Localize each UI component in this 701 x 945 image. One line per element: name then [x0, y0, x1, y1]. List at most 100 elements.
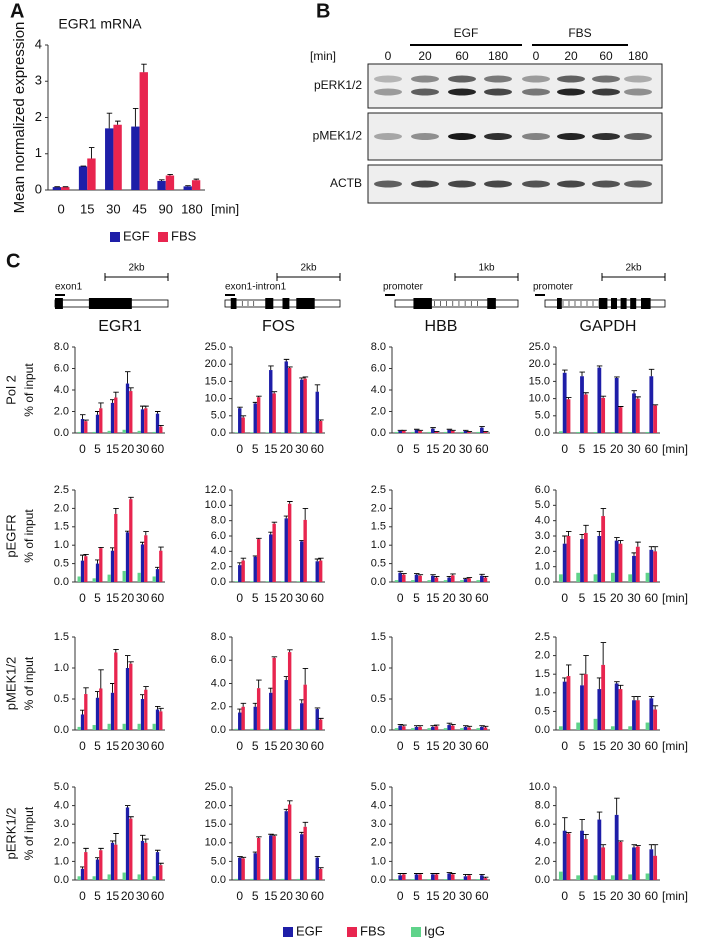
- error-bar: [125, 655, 131, 668]
- bar: [431, 428, 435, 433]
- bar: [61, 187, 70, 190]
- y-tick-label: 6.0: [535, 818, 550, 830]
- bar: [427, 728, 432, 730]
- x-tick-label: 15: [106, 591, 120, 605]
- panel-label: A: [10, 0, 24, 22]
- x-tick-label: 20: [121, 889, 135, 903]
- bar: [110, 550, 115, 582]
- x-tick-label: 20: [610, 739, 624, 753]
- y-tick-label: 1.0: [54, 855, 69, 867]
- bar: [144, 535, 148, 582]
- bar: [241, 417, 245, 433]
- bar: [152, 576, 156, 582]
- error-bar: [479, 873, 485, 876]
- bar: [284, 811, 288, 880]
- y-tick-label: 2: [35, 109, 42, 124]
- error-bar: [287, 501, 293, 504]
- bar: [287, 367, 292, 433]
- y-tick-label: 1: [35, 145, 42, 160]
- bar: [250, 581, 254, 582]
- error-bar: [314, 558, 321, 562]
- chart-title: FOS: [262, 318, 295, 335]
- x-tick-label: 15: [106, 739, 120, 753]
- error-bar: [631, 390, 637, 394]
- bar: [635, 546, 640, 582]
- error-bar: [652, 844, 659, 856]
- x-tick-label: 60: [475, 591, 489, 605]
- x-tick-label: 60: [645, 889, 659, 903]
- y-tick-label: 1.5: [54, 521, 69, 533]
- x-tick-label: 5: [94, 591, 101, 605]
- error-bar: [80, 554, 86, 561]
- error-bar: [237, 406, 243, 409]
- blot-band: [411, 180, 439, 188]
- x-tick-label: 5: [252, 442, 259, 456]
- bar: [140, 840, 145, 880]
- error-bar: [596, 811, 603, 820]
- error-bar: [466, 873, 473, 876]
- x-tick-label: 90: [159, 201, 173, 216]
- bar: [649, 698, 654, 730]
- error-bar: [579, 371, 585, 377]
- bar: [300, 379, 304, 433]
- bar: [414, 429, 419, 433]
- bar: [318, 719, 323, 730]
- x-tick-label: 15: [264, 739, 278, 753]
- scale-label: 2kb: [625, 263, 642, 274]
- bar: [614, 540, 619, 582]
- y-tick-label: 5.0: [211, 855, 226, 867]
- bar: [418, 430, 422, 433]
- error-bar: [88, 147, 95, 159]
- x-tick-label: 15: [426, 739, 440, 753]
- error-bar: [450, 429, 456, 431]
- x-tick-label: 180: [181, 201, 203, 216]
- bar: [125, 807, 130, 880]
- bar: [269, 835, 273, 880]
- region-mark: [535, 294, 545, 296]
- bar: [238, 712, 242, 730]
- bar: [610, 431, 615, 433]
- y-tick-label: 0.0: [54, 724, 69, 736]
- error-bar: [80, 414, 86, 420]
- bar: [92, 431, 96, 433]
- bar: [576, 722, 581, 730]
- bar: [447, 873, 451, 880]
- blot-band: [592, 180, 620, 188]
- error-bar: [479, 725, 485, 727]
- bar: [394, 580, 399, 582]
- x-tick-label: 20: [610, 442, 624, 456]
- bar: [107, 430, 111, 433]
- error-bar: [113, 391, 119, 398]
- error-bar: [446, 428, 453, 430]
- bar: [614, 814, 619, 880]
- y-tick-label: 5.0: [535, 410, 550, 422]
- y-tick-label: 1.5: [54, 631, 69, 643]
- bar: [303, 519, 307, 582]
- bar: [443, 728, 448, 730]
- bar: [450, 725, 455, 730]
- y-tick-label: 0.0: [211, 874, 226, 886]
- bar: [92, 876, 96, 880]
- bar: [566, 399, 571, 433]
- error-bar: [401, 429, 407, 431]
- bar: [129, 818, 133, 880]
- bar: [152, 723, 156, 730]
- error-bar: [414, 573, 420, 575]
- bar: [303, 826, 307, 880]
- blot-band: [484, 133, 512, 140]
- error-bar: [106, 112, 113, 129]
- bar: [401, 574, 406, 582]
- error-bar: [562, 369, 568, 373]
- x-tick-label: 20: [121, 591, 135, 605]
- bar: [443, 431, 448, 433]
- x-tick-label: 15: [593, 889, 607, 903]
- blot-time: 180: [488, 49, 508, 63]
- bar: [107, 574, 111, 582]
- error-bar: [417, 574, 424, 576]
- bar: [78, 166, 88, 190]
- bar: [87, 158, 96, 190]
- chart-title: GAPDH: [580, 318, 637, 335]
- bar: [315, 709, 319, 730]
- exon: [282, 298, 290, 309]
